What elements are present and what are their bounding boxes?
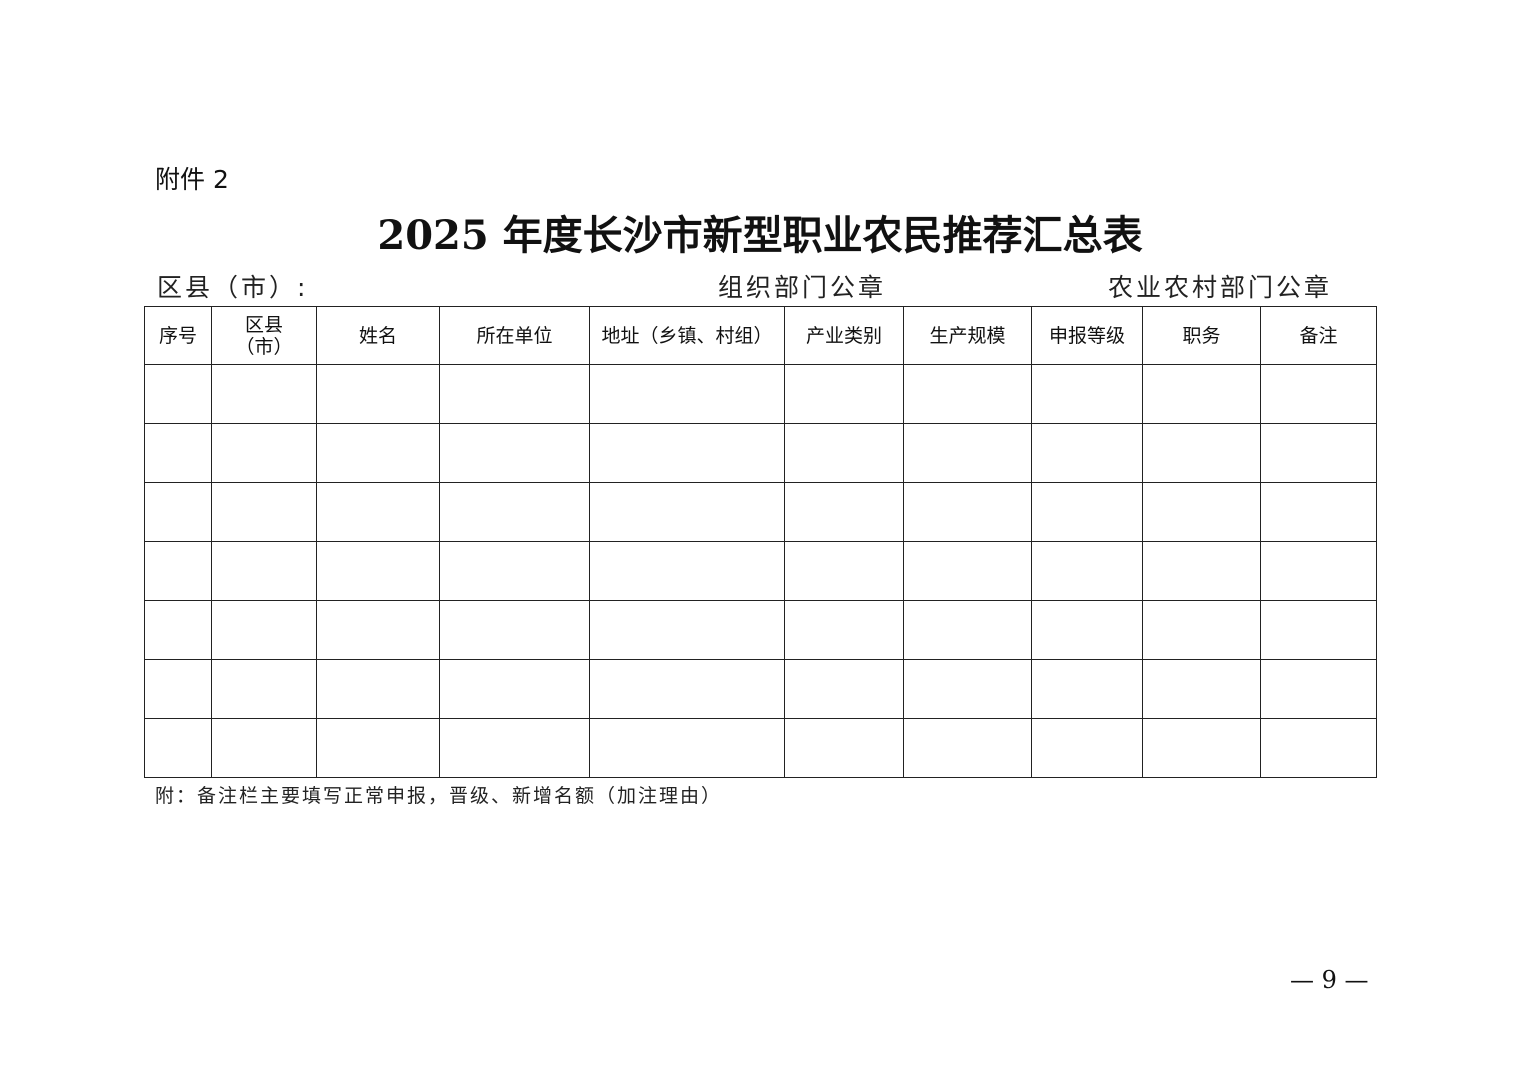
table-cell (589, 482, 785, 542)
table-cell (784, 659, 904, 719)
table-cell (903, 659, 1032, 719)
county-label: 区县（市）: (157, 273, 309, 302)
page-number: — 9 — (1290, 966, 1369, 994)
table-cell (784, 423, 904, 483)
footnote: 附：备注栏主要填写正常申报，晋级、新增名额（加注理由） (155, 785, 723, 807)
column-header: 申报等级 (1031, 306, 1143, 365)
table-cell (784, 718, 904, 778)
column-header: 区县（市） (211, 306, 317, 365)
org-seal-label: 组织部门公章 (718, 273, 887, 302)
column-header: 地址（乡镇、村组） (589, 306, 785, 365)
table-cell (439, 718, 590, 778)
table-cell (144, 423, 212, 483)
table-cell (1031, 541, 1143, 601)
table-cell (1260, 482, 1377, 542)
table-cell (589, 600, 785, 660)
table-cell (589, 659, 785, 719)
table-cell (1260, 600, 1377, 660)
table-cell (1031, 600, 1143, 660)
column-header: 序号 (144, 306, 212, 365)
table-cell (439, 364, 590, 424)
table-cell (439, 482, 590, 542)
table-cell (903, 364, 1032, 424)
table-cell (903, 718, 1032, 778)
table-cell (316, 482, 440, 542)
table-cell (1031, 423, 1143, 483)
table-cell (211, 364, 317, 424)
table-cell (316, 718, 440, 778)
table-cell (784, 364, 904, 424)
table-cell (1142, 482, 1261, 542)
table-row (144, 659, 1377, 719)
table-cell (439, 423, 590, 483)
table-cell (211, 718, 317, 778)
table-cell (1260, 364, 1377, 424)
table-cell (211, 659, 317, 719)
table-row (144, 364, 1377, 424)
table-cell (784, 482, 904, 542)
summary-table: 序号 区县（市） 姓名 所在单位 地址（乡镇、村组） 产业类别 生产规模 申报等级 职务 备注 (144, 306, 1377, 778)
table-cell (903, 541, 1032, 601)
table-cell (144, 659, 212, 719)
table-cell (903, 423, 1032, 483)
column-header: 产业类别 (784, 306, 904, 365)
table-cell (439, 541, 590, 601)
table-cell (1031, 364, 1143, 424)
table-cell (144, 718, 212, 778)
table-cell (1142, 600, 1261, 660)
attachment-label: 附件 2 (155, 165, 229, 194)
table-cell (211, 423, 317, 483)
table-cell (1260, 718, 1377, 778)
table-header-row: 序号 区县（市） 姓名 所在单位 地址（乡镇、村组） 产业类别 生产规模 申报等级 职务 备注 (144, 306, 1377, 365)
table-cell (589, 364, 785, 424)
agri-seal-label: 农业农村部门公章 (1108, 273, 1333, 302)
table-cell (316, 423, 440, 483)
table-cell (1260, 541, 1377, 601)
table-cell (903, 600, 1032, 660)
column-header: 姓名 (316, 306, 440, 365)
column-header: 所在单位 (439, 306, 590, 365)
table-cell (784, 541, 904, 601)
table-cell (903, 482, 1032, 542)
table-cell (1031, 482, 1143, 542)
table-row (144, 482, 1377, 542)
table-cell (1260, 423, 1377, 483)
table-cell (144, 541, 212, 601)
table-cell (1142, 718, 1261, 778)
table-cell (316, 364, 440, 424)
column-header: 备注 (1260, 306, 1377, 365)
column-header: 生产规模 (903, 306, 1032, 365)
table-cell (144, 482, 212, 542)
table-cell (211, 482, 317, 542)
table-cell (144, 364, 212, 424)
table-cell (1031, 659, 1143, 719)
table-cell (316, 659, 440, 719)
table-cell (211, 541, 317, 601)
table-row (144, 541, 1377, 601)
table-row (144, 718, 1377, 778)
table-row (144, 423, 1377, 483)
table-cell (589, 541, 785, 601)
table-cell (316, 541, 440, 601)
table-cell (1142, 423, 1261, 483)
table-cell (784, 600, 904, 660)
table-cell (211, 600, 317, 660)
table-cell (439, 659, 590, 719)
table-cell (589, 423, 785, 483)
column-header: 职务 (1142, 306, 1261, 365)
table-cell (316, 600, 440, 660)
page-title: 2025 年度长沙市新型职业农民推荐汇总表 (377, 212, 1143, 259)
table-cell (589, 718, 785, 778)
table-cell (1260, 659, 1377, 719)
table-cell (1142, 659, 1261, 719)
table-cell (1142, 364, 1261, 424)
table-cell (439, 600, 590, 660)
table-row (144, 600, 1377, 660)
table-cell (144, 600, 212, 660)
table-cell (1142, 541, 1261, 601)
table-cell (1031, 718, 1143, 778)
